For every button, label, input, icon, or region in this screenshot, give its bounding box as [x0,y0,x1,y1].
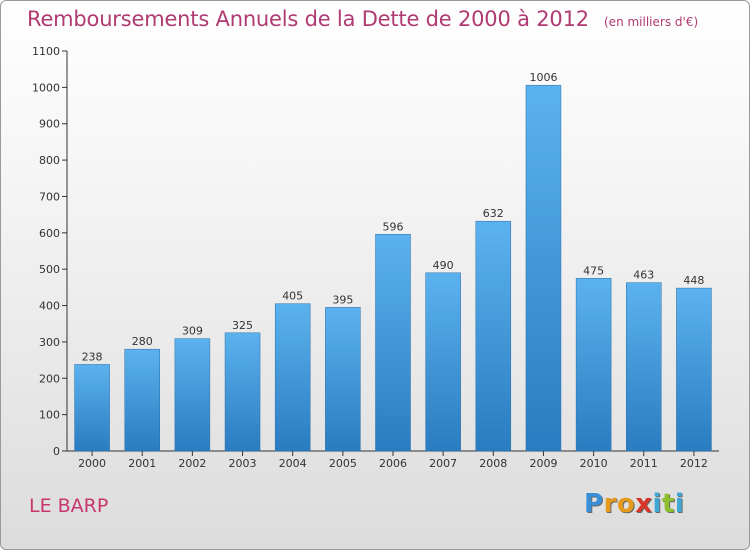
y-tick-label: 500 [39,263,60,276]
logo-letter: t [661,489,675,519]
x-tick-label: 2002 [178,457,206,470]
y-tick-label: 100 [39,409,60,422]
y-tick-label: 0 [53,445,60,458]
bar-value-label: 280 [132,335,153,348]
bar-value-label: 405 [282,290,303,303]
bar [676,287,712,452]
x-tick-label: 2001 [128,457,156,470]
logo-letter: i [652,489,662,519]
y-tick-label: 300 [39,336,60,349]
bar [274,303,311,452]
x-tick-label: 2004 [279,457,307,470]
bar-value-label: 596 [383,220,404,233]
title-line: Remboursements Annuels de la Dette de 20… [27,7,698,31]
bar-value-label: 309 [182,325,203,338]
logo-letter: i [674,489,685,519]
bar [575,278,612,452]
logo-letter: P [584,489,604,519]
x-tick-label: 2011 [630,457,658,470]
y-tick-label: 600 [39,227,60,240]
axes: 0 100 200 300 400 500 600 700 800 900 1000 1100 2000… [32,45,719,470]
bar [124,348,160,452]
x-tick-label: 2012 [680,457,708,470]
bar [224,332,261,452]
logo-letter: x [635,489,653,519]
bar-value-label: 1006 [529,71,557,84]
bar-value-label: 238 [82,350,103,363]
chart-title: Remboursements Annuels de la Dette de 20… [27,7,589,31]
bar [174,338,211,452]
bar [375,234,411,452]
x-tick-label: 2005 [329,457,357,470]
logo-letter: o [616,489,636,519]
x-tick-label: 2008 [479,457,507,470]
y-tick-label: 1100 [32,45,60,58]
bar-value-label: 475 [583,264,604,277]
x-tick-label: 2006 [379,457,407,470]
x-tick-label: 2000 [78,457,106,470]
y-tick-label: 200 [39,372,60,385]
bar-value-label: 325 [232,319,253,332]
y-tick-label: 1000 [32,81,60,94]
bar [626,282,662,452]
x-tick-label: 2007 [429,457,457,470]
logo-letter: r [603,489,617,519]
x-tick-label: 2010 [580,457,608,470]
proxiti-logo: Proxiti [584,489,684,519]
bar-value-label: 632 [483,207,504,220]
y-tick-label: 400 [39,300,60,313]
y-tick-label: 800 [39,154,60,167]
bar-value-label: 448 [683,274,704,287]
y-tick-label: 700 [39,190,60,203]
chart-unit: (en milliers d'€) [604,15,699,29]
bar-value-label: 395 [332,293,353,306]
bars: 238 280 309 325 405 395 596 490 632 1006 475 463 448 [74,71,712,452]
x-tick-label: 2003 [229,457,257,470]
bar-value-label: 490 [433,259,454,272]
bar [475,220,512,452]
bar-value-label: 463 [633,269,654,282]
bar [325,307,361,452]
x-tick-label: 2009 [529,457,557,470]
y-tick-label: 900 [39,118,60,131]
commune-name: LE BARP [29,495,109,517]
bar [425,272,461,452]
bar [525,84,562,452]
bar [74,364,110,452]
